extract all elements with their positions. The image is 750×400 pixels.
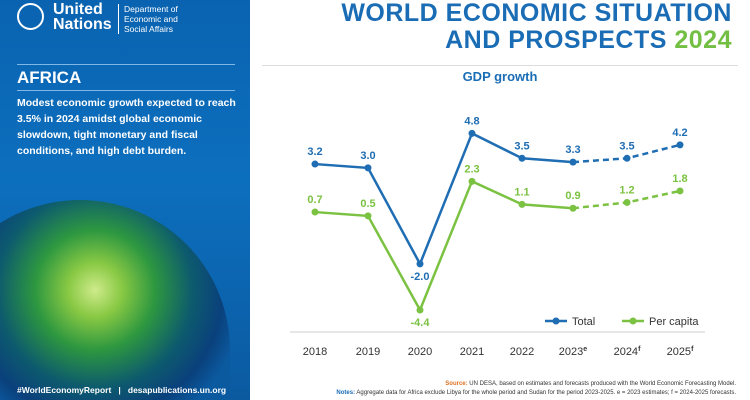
data-point [518,200,526,208]
x-tick-label: 2019 [356,346,380,358]
dept-line: Department of [124,4,178,14]
website-link[interactable]: desapublications.un.org [127,385,227,395]
data-label: 2.3 [464,163,479,175]
data-label: 3.0 [360,150,375,162]
data-label: 4.2 [672,127,687,139]
un-logo-text: United Nations [53,1,112,33]
data-point [416,306,424,314]
data-label: 1.1 [514,186,529,198]
data-point [623,198,631,206]
divider [17,64,235,65]
data-label: 3.2 [307,146,322,158]
data-point [416,260,424,268]
data-point [364,164,372,172]
notes-text: Aggregate data for Africa exclude Libya … [355,390,736,396]
department-name: Department of Economic and Social Affairs [118,4,178,34]
data-point [676,187,684,195]
data-label: -4.4 [411,317,431,329]
data-point [468,129,476,137]
data-label: 3.3 [565,144,580,156]
divider [17,90,235,91]
data-point [569,204,577,212]
x-tick-label: 2024f [614,346,641,358]
dept-line: Economic and [124,14,178,24]
region-title: AFRICA [17,68,82,87]
data-label: 4.8 [464,115,479,127]
x-tick-label: 2021 [460,346,484,358]
x-tick-label: 2018 [303,346,327,358]
un-emblem-icon [17,3,44,30]
series-line-1 [314,179,574,313]
region-description: Modest economic growth expected to reach… [17,97,236,157]
separator: | [118,385,121,395]
data-point [311,160,319,168]
sidebar-footer: #WorldEconomyReport | desapublications.u… [17,385,226,395]
data-label: 0.9 [565,190,580,202]
notes-label: Notes: [336,390,356,396]
chart-title: GDP growth [262,65,738,84]
data-point [364,212,372,220]
data-label: 0.5 [360,198,375,210]
title-line: AND PROSPECTS [445,26,667,54]
org-line: United [53,1,103,18]
data-label: 3.5 [514,140,529,152]
title-line: WORLD ECONOMIC SITUATION [341,0,732,27]
source-text: UN DESA, based on estimates and forecast… [467,381,736,387]
source-label: Source: [445,381,468,387]
sidebar: United Nations Department of Economic and S… [0,0,250,400]
series-line-0 [314,131,574,267]
source-notes: Source: UN DESA, based on estimates and … [336,380,736,398]
data-label: -2.0 [411,271,430,283]
page-title: WORLD ECONOMIC SITUATION AND PROSPECTS 20… [341,0,732,54]
legend-marker [552,317,560,325]
title-year: 2024 [674,26,732,54]
data-label: 0.7 [307,194,322,206]
data-point [311,208,319,216]
x-tick-label: 2023e [559,346,587,358]
data-point [623,154,631,162]
data-label: 3.5 [619,140,634,152]
x-tick-label: 2022 [510,346,534,358]
legend-label: Total [572,316,595,328]
data-label: 1.8 [672,173,687,185]
legend-label: Per capita [649,316,699,328]
data-point [676,141,684,149]
data-point [569,158,577,166]
hashtag[interactable]: #WorldEconomyReport [17,385,112,395]
data-point [468,177,476,185]
x-tick-label: 2020 [408,346,432,358]
data-label: 1.2 [619,184,634,196]
org-line: Nations [53,16,112,33]
data-point [518,154,526,162]
x-tick-label: 2025f [667,346,694,358]
dept-line: Social Affairs [124,24,173,34]
legend-marker [629,317,637,325]
